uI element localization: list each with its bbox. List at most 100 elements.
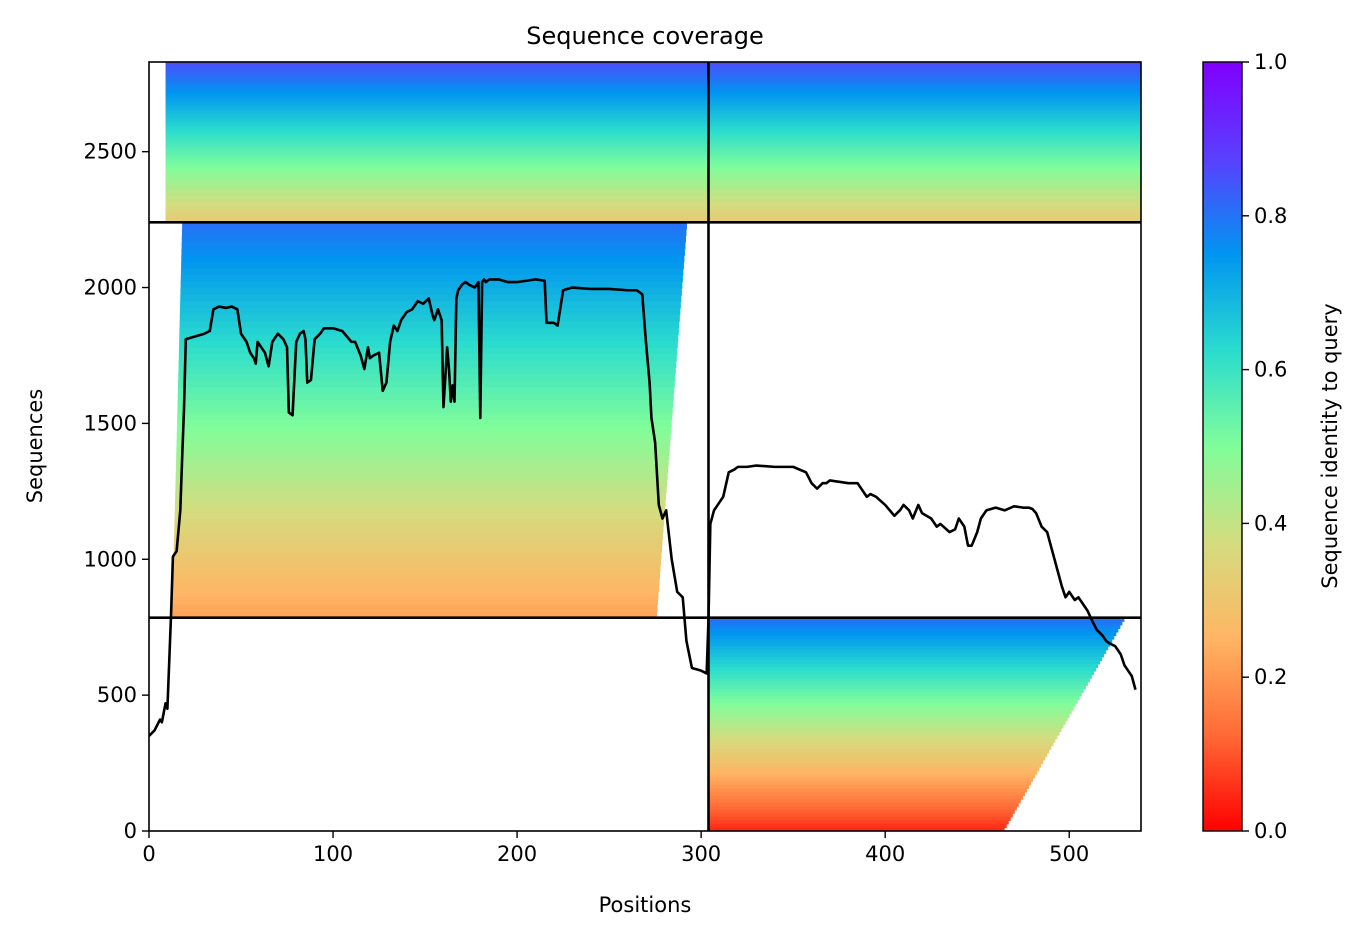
msa-band bbox=[165, 88, 1141, 92]
msa-band bbox=[174, 512, 665, 520]
msa-band bbox=[174, 532, 664, 540]
msa-band bbox=[165, 104, 1141, 109]
msa-band bbox=[172, 584, 659, 592]
msa-band bbox=[708, 667, 1097, 672]
msa-blocks bbox=[165, 62, 1141, 831]
msa-band bbox=[708, 724, 1064, 729]
msa-band bbox=[165, 195, 1141, 199]
msa-band bbox=[708, 671, 1094, 676]
msa-band bbox=[181, 255, 685, 263]
msa-band bbox=[165, 190, 1141, 194]
msa-band bbox=[708, 767, 1040, 772]
msa-block-chain-1-msa bbox=[172, 222, 687, 619]
msa-band bbox=[175, 479, 668, 487]
msa-band bbox=[178, 360, 677, 368]
colorbar-ticks: 0.0 0.2 0.4 0.6 0.8 1.0 bbox=[1242, 50, 1287, 843]
msa-band bbox=[165, 70, 1141, 74]
msa-band bbox=[180, 268, 684, 276]
colorbar-label: Sequence identity to query bbox=[1318, 303, 1342, 588]
msa-band bbox=[708, 745, 1052, 750]
msa-band bbox=[708, 649, 1107, 654]
msa-band bbox=[165, 99, 1141, 103]
msa-band bbox=[165, 62, 1141, 66]
msa-band bbox=[165, 120, 1141, 125]
y-tick-label: 1000 bbox=[84, 547, 137, 571]
msa-band bbox=[708, 674, 1092, 679]
y-tick-label: 2500 bbox=[84, 140, 137, 164]
msa-band bbox=[708, 820, 1009, 825]
msa-band bbox=[165, 102, 1141, 106]
msa-band bbox=[172, 604, 658, 612]
msa-band bbox=[175, 485, 667, 494]
msa-band bbox=[708, 720, 1066, 725]
msa-band bbox=[165, 67, 1141, 71]
msa-band bbox=[181, 235, 686, 243]
msa-band bbox=[708, 763, 1042, 768]
msa-band bbox=[175, 492, 667, 500]
colorbar-tick-label: 0.4 bbox=[1254, 511, 1287, 535]
msa-band bbox=[165, 142, 1141, 146]
coverage-line bbox=[149, 278, 1137, 737]
msa-band bbox=[180, 288, 682, 296]
msa-band bbox=[708, 731, 1060, 736]
msa-band bbox=[165, 78, 1141, 82]
msa-band bbox=[179, 314, 680, 322]
msa-band bbox=[175, 466, 669, 474]
msa-band bbox=[165, 139, 1141, 143]
msa-band bbox=[708, 816, 1011, 821]
msa-band bbox=[178, 367, 676, 375]
msa-band bbox=[172, 597, 658, 606]
msa-band bbox=[181, 261, 684, 270]
colorbar-tick-label: 1.0 bbox=[1254, 50, 1287, 74]
msa-band bbox=[165, 187, 1141, 191]
msa-band bbox=[708, 699, 1078, 704]
colorbar-tick-label: 0.8 bbox=[1254, 204, 1287, 228]
msa-band bbox=[708, 706, 1074, 711]
msa-band bbox=[165, 158, 1141, 162]
msa-band bbox=[176, 452, 670, 461]
msa-band bbox=[176, 439, 671, 447]
msa-band bbox=[708, 774, 1036, 779]
msa-band bbox=[708, 788, 1027, 793]
msa-band bbox=[165, 75, 1141, 79]
msa-band bbox=[178, 347, 678, 355]
x-tick-label: 200 bbox=[497, 842, 537, 866]
msa-band bbox=[708, 781, 1032, 786]
msa-band bbox=[708, 799, 1021, 804]
msa-band bbox=[179, 307, 681, 316]
msa-band bbox=[165, 64, 1141, 68]
msa-band bbox=[708, 692, 1082, 697]
msa-band bbox=[165, 144, 1141, 149]
msa-band bbox=[165, 203, 1141, 207]
msa-band bbox=[165, 198, 1141, 202]
msa-band bbox=[174, 518, 665, 527]
msa-band bbox=[165, 91, 1141, 95]
msa-band bbox=[179, 321, 680, 329]
msa-band bbox=[165, 123, 1141, 127]
x-tick-label: 400 bbox=[865, 842, 905, 866]
msa-band bbox=[165, 83, 1141, 87]
msa-band bbox=[708, 653, 1105, 658]
msa-band bbox=[708, 703, 1076, 708]
msa-band bbox=[174, 505, 666, 513]
msa-band bbox=[165, 128, 1141, 133]
msa-band bbox=[176, 433, 671, 441]
msa-band bbox=[708, 688, 1084, 693]
plot-frame bbox=[148, 61, 1142, 832]
msa-band bbox=[708, 756, 1046, 761]
msa-band bbox=[178, 354, 677, 362]
msa-band bbox=[708, 663, 1099, 669]
msa-band bbox=[173, 571, 661, 579]
msa-band bbox=[708, 624, 1121, 629]
msa-band bbox=[165, 211, 1141, 215]
msa-band bbox=[165, 118, 1141, 122]
msa-band bbox=[177, 400, 674, 408]
msa-band bbox=[181, 248, 685, 256]
msa-band bbox=[165, 152, 1141, 157]
msa-band bbox=[182, 222, 687, 230]
msa-band bbox=[177, 406, 673, 415]
msa-band bbox=[165, 136, 1141, 141]
msa-band bbox=[165, 126, 1141, 130]
msa-band bbox=[165, 160, 1141, 165]
